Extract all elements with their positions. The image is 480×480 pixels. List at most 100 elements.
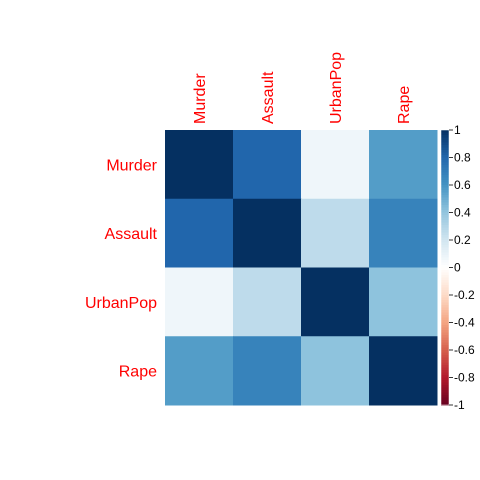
colorbar-segment bbox=[441, 297, 449, 301]
colorbar-segment bbox=[441, 277, 449, 281]
colorbar-tick-label: 0.2 bbox=[454, 233, 471, 247]
colorbar-segment bbox=[441, 147, 449, 151]
colorbar-segment bbox=[441, 222, 449, 226]
colorbar-segment bbox=[441, 160, 449, 164]
colorbar-segment bbox=[441, 340, 449, 344]
colorbar-segment bbox=[441, 150, 449, 154]
colorbar-segment bbox=[441, 352, 449, 356]
column-label-assault: Assault bbox=[260, 71, 277, 124]
colorbar-segment bbox=[441, 360, 449, 364]
colorbar-segment bbox=[441, 310, 449, 314]
colorbar-segment bbox=[441, 275, 449, 279]
colorbar-segment bbox=[441, 342, 449, 346]
colorbar-segment bbox=[441, 350, 449, 354]
colorbar-segment bbox=[441, 397, 449, 401]
colorbar-segment bbox=[441, 245, 449, 249]
colorbar-segment bbox=[441, 390, 449, 394]
colorbar-segment bbox=[441, 307, 449, 311]
colorbar-segment bbox=[441, 195, 449, 199]
colorbar-segment bbox=[441, 132, 449, 136]
colorbar-tick-label: -1 bbox=[454, 398, 465, 412]
colorbar-segment bbox=[441, 385, 449, 389]
colorbar-segment bbox=[441, 215, 449, 219]
colorbar-segment bbox=[441, 180, 449, 184]
colorbar-segment bbox=[441, 272, 449, 276]
colorbar-segment bbox=[441, 252, 449, 256]
colorbar-tick-label: 0 bbox=[454, 261, 461, 275]
colorbar-segment bbox=[441, 315, 449, 319]
row-label-murder: Murder bbox=[106, 157, 157, 174]
heatmap-cell-rape-assault bbox=[233, 336, 302, 406]
colorbar-segment bbox=[441, 387, 449, 391]
colorbar-segment bbox=[441, 317, 449, 321]
colorbar-segment bbox=[441, 175, 449, 179]
colorbar-segment bbox=[441, 295, 449, 299]
colorbar-segment bbox=[441, 255, 449, 259]
colorbar-segment bbox=[441, 172, 449, 176]
colorbar-segment bbox=[441, 152, 449, 156]
colorbar-segment bbox=[441, 142, 449, 146]
colorbar-tick-label: -0.6 bbox=[454, 343, 475, 357]
colorbar-segment bbox=[441, 322, 449, 326]
colorbar-tick-label: 0.4 bbox=[454, 206, 471, 220]
colorbar-segment bbox=[441, 225, 449, 229]
colorbar-segment bbox=[441, 265, 449, 269]
colorbar bbox=[440, 129, 450, 406]
colorbar-tick-label: 0.8 bbox=[454, 151, 471, 165]
heatmap-cell-urbanpop-rape bbox=[369, 267, 438, 337]
colorbar-segment bbox=[441, 162, 449, 166]
heatmap-cell-murder-murder bbox=[165, 130, 234, 200]
colorbar-segment bbox=[441, 202, 449, 206]
colorbar-segment bbox=[441, 362, 449, 366]
colorbar-segment bbox=[441, 187, 449, 191]
colorbar-segment bbox=[441, 320, 449, 324]
row-label-rape: Rape bbox=[119, 364, 157, 381]
colorbar-tick-label: -0.2 bbox=[454, 288, 475, 302]
colorbar-segment bbox=[441, 232, 449, 236]
row-labels: Murder Assault UrbanPop Rape bbox=[85, 157, 158, 380]
heatmap-cell-murder-assault bbox=[233, 130, 302, 200]
colorbar-segment bbox=[441, 247, 449, 251]
heatmap-cell-rape-murder bbox=[165, 336, 234, 406]
colorbar-segment bbox=[441, 240, 449, 244]
colorbar-segment bbox=[441, 365, 449, 369]
colorbar-segment bbox=[441, 235, 449, 239]
heatmap-cell-urbanpop-urbanpop bbox=[301, 267, 370, 337]
colorbar-segment bbox=[441, 290, 449, 294]
colorbar-segment bbox=[441, 335, 449, 339]
heatmap-cell-urbanpop-assault bbox=[233, 267, 302, 337]
colorbar-segment bbox=[441, 200, 449, 204]
colorbar-segment bbox=[441, 330, 449, 334]
colorbar-segment bbox=[441, 327, 449, 331]
colorbar-segment bbox=[441, 237, 449, 241]
colorbar-segment bbox=[441, 300, 449, 304]
colorbar-segment bbox=[441, 267, 449, 271]
colorbar-segment bbox=[441, 370, 449, 374]
colorbar-segment bbox=[441, 227, 449, 231]
colorbar-segment bbox=[441, 337, 449, 341]
colorbar-segment bbox=[441, 190, 449, 194]
colorbar-segment bbox=[441, 140, 449, 144]
colorbar-segment bbox=[441, 375, 449, 379]
column-label-urbanpop: UrbanPop bbox=[328, 52, 345, 124]
row-label-assault: Assault bbox=[105, 226, 158, 243]
colorbar-segment bbox=[441, 145, 449, 149]
colorbar-segment bbox=[441, 287, 449, 291]
colorbar-segment bbox=[441, 167, 449, 171]
colorbar-segment bbox=[441, 212, 449, 216]
colorbar-segment bbox=[441, 355, 449, 359]
heatmap-cell-assault-murder bbox=[165, 198, 234, 268]
colorbar-segment bbox=[441, 325, 449, 329]
colorbar-segment bbox=[441, 242, 449, 246]
colorbar-segment bbox=[441, 217, 449, 221]
colorbar-segment bbox=[441, 155, 449, 159]
colorbar-segment bbox=[441, 230, 449, 234]
colorbar-segment bbox=[441, 185, 449, 189]
colorbar-segment bbox=[441, 192, 449, 196]
colorbar-segment bbox=[441, 392, 449, 396]
column-label-rape: Rape bbox=[396, 86, 413, 124]
colorbar-tick-label: 0.6 bbox=[454, 178, 471, 192]
heatmap-cell-murder-rape bbox=[369, 130, 438, 200]
colorbar-segment bbox=[441, 210, 449, 214]
colorbar-segment bbox=[441, 207, 449, 211]
